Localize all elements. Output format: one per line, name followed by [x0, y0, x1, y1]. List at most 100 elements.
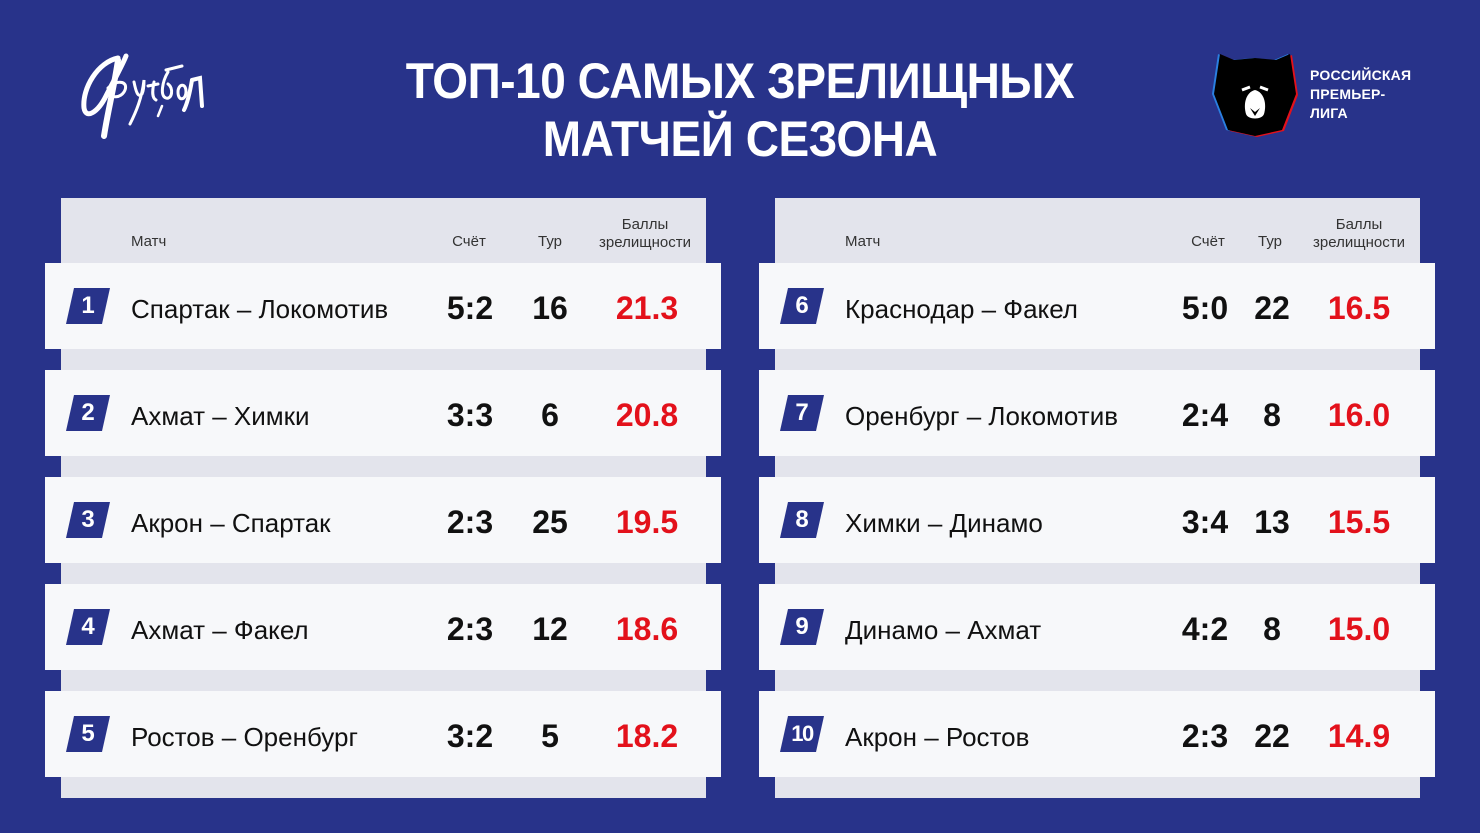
- match-name: Акрон – Спартак: [131, 508, 331, 538]
- rank-number: 5: [81, 720, 95, 747]
- table-row: 1 Спартак – Локомотив 5:2 16 21.3: [45, 263, 721, 349]
- match-score: 5:2: [446, 290, 494, 326]
- rank-badge: 8: [780, 502, 824, 538]
- page-title: ТОП-10 САМЫХ ЗРЕЛИЩНЫХ МАТЧЕЙ СЕЗОНА: [335, 52, 1145, 168]
- match-score: 2:3: [446, 611, 494, 647]
- rpl-line-3: ЛИГА: [1310, 105, 1348, 121]
- match-round: 12: [532, 611, 568, 647]
- rpl-line-1: РОССИЙСКАЯ: [1310, 67, 1412, 83]
- match-score: 2:3: [1181, 718, 1229, 754]
- rank-number: 3: [81, 506, 95, 533]
- match-score: 2:3: [446, 504, 494, 540]
- match-round: 22: [1254, 290, 1290, 326]
- parallelogram-badge-icon: [780, 288, 824, 324]
- rpl-logo: РОССИЙСКАЯ ПРЕМЬЕР- ЛИГА: [1210, 50, 1430, 140]
- rank-badge: 6: [780, 288, 824, 324]
- spectacle-points: 18.2: [615, 718, 679, 754]
- rank-badge: 1: [66, 288, 110, 324]
- table-row: 10 Акрон – Ростов 2:3 22 14.9: [759, 691, 1435, 777]
- parallelogram-badge-icon: [66, 609, 110, 645]
- spectacle-points: 15.0: [1327, 611, 1391, 647]
- column-header-points-line1: Баллы: [621, 216, 669, 233]
- column-header-score: Счёт: [1191, 233, 1225, 250]
- spectacle-points: 15.5: [1327, 504, 1391, 540]
- rank-number: 2: [81, 399, 95, 426]
- table-row: 6 Краснодар – Факел 5:0 22 16.5: [759, 263, 1435, 349]
- parallelogram-badge-icon: [780, 716, 824, 752]
- spectacle-points: 16.5: [1327, 290, 1391, 326]
- spectacle-points: 21.3: [615, 290, 679, 326]
- match-name: Краснодар – Факел: [845, 294, 1078, 324]
- rpl-name: РОССИЙСКАЯ ПРЕМЬЕР- ЛИГА: [1310, 66, 1411, 123]
- rank-number: 10: [791, 721, 814, 746]
- rank-badge: 4: [66, 609, 110, 645]
- futbol-script-icon: [81, 53, 204, 139]
- match-round: 8: [1263, 397, 1281, 433]
- rank-number: 4: [81, 613, 95, 640]
- table-row: 4 Ахмат – Факел 2:3 12 18.6: [45, 584, 721, 670]
- title-line-2: МАТЧЕЙ СЕЗОНА: [542, 111, 938, 167]
- match-score: 3:4: [1181, 504, 1229, 540]
- match-score: 3:2: [446, 718, 494, 754]
- table-header: Матч Счёт Тур Баллы зрелищности: [775, 198, 1420, 263]
- match-name: Ростов – Оренбург: [131, 722, 358, 752]
- table-row: 5 Ростов – Оренбург 3:2 5 18.2: [45, 691, 721, 777]
- match-name: Динамо – Ахмат: [845, 615, 1042, 645]
- match-name: Ахмат – Химки: [131, 401, 310, 431]
- match-name: Акрон – Ростов: [845, 722, 1030, 752]
- rank-badge: 2: [66, 395, 110, 431]
- ranking-table-right: Матч Счёт Тур Баллы зрелищности 6 Красно…: [759, 198, 1435, 798]
- rank-number: 8: [795, 506, 809, 533]
- rank-badge: 3: [66, 502, 110, 538]
- futbol-logo: [78, 48, 208, 143]
- column-header-points-line2: зрелищности: [599, 234, 691, 251]
- match-round: 16: [532, 290, 568, 326]
- parallelogram-badge-icon: [66, 288, 110, 324]
- column-header-round: Тур: [1258, 233, 1282, 250]
- table-row: 2 Ахмат – Химки 3:3 6 20.8: [45, 370, 721, 456]
- column-header-score: Счёт: [452, 233, 486, 250]
- table-row: 7 Оренбург – Локомотив 2:4 8 16.0: [759, 370, 1435, 456]
- match-round: 22: [1254, 718, 1290, 754]
- column-header-points: Баллы зрелищности: [590, 216, 700, 252]
- parallelogram-badge-icon: [780, 395, 824, 431]
- column-header-points-line2: зрелищности: [1313, 234, 1405, 251]
- rank-number: 6: [795, 292, 809, 319]
- match-name: Спартак – Локомотив: [131, 294, 389, 324]
- ranking-table-left: Матч Счёт Тур Баллы зрелищности 1 Спарта…: [45, 198, 721, 798]
- match-name: Ахмат – Факел: [131, 615, 309, 645]
- spectacle-points: 20.8: [615, 397, 679, 433]
- column-header-match: Матч: [131, 233, 167, 250]
- match-round: 5: [541, 718, 559, 754]
- column-header-points: Баллы зрелищности: [1304, 216, 1414, 252]
- parallelogram-badge-icon: [66, 716, 110, 752]
- match-name: Оренбург – Локомотив: [845, 401, 1119, 431]
- table-row: 3 Акрон – Спартак 2:3 25 19.5: [45, 477, 721, 563]
- match-round: 6: [541, 397, 559, 433]
- column-header-match: Матч: [845, 233, 881, 250]
- match-score: 3:3: [446, 397, 494, 433]
- table-row: 8 Химки – Динамо 3:4 13 15.5: [759, 477, 1435, 563]
- bear-icon: [1212, 54, 1298, 137]
- rank-number: 9: [795, 613, 809, 640]
- rank-badge: 10: [780, 716, 824, 752]
- table-row: 9 Динамо – Ахмат 4:2 8 15.0: [759, 584, 1435, 670]
- rank-badge: 9: [780, 609, 824, 645]
- match-name: Химки – Динамо: [845, 508, 1043, 538]
- spectacle-points: 16.0: [1327, 397, 1391, 433]
- title-line-1: ТОП-10 САМЫХ ЗРЕЛИЩНЫХ: [405, 53, 1075, 109]
- rank-number: 1: [81, 292, 95, 319]
- spectacle-points: 14.9: [1327, 718, 1391, 754]
- parallelogram-badge-icon: [780, 609, 824, 645]
- match-score: 5:0: [1181, 290, 1229, 326]
- match-round: 13: [1254, 504, 1290, 540]
- spectacle-points: 19.5: [615, 504, 679, 540]
- spectacle-points: 18.6: [615, 611, 679, 647]
- rank-number: 7: [795, 399, 809, 426]
- rank-badge: 7: [780, 395, 824, 431]
- column-header-points-line1: Баллы: [1335, 216, 1383, 233]
- table-header: Матч Счёт Тур Баллы зрелищности: [61, 198, 706, 263]
- match-round: 8: [1263, 611, 1281, 647]
- rpl-line-2: ПРЕМЬЕР-: [1310, 86, 1386, 102]
- match-score: 2:4: [1181, 397, 1229, 433]
